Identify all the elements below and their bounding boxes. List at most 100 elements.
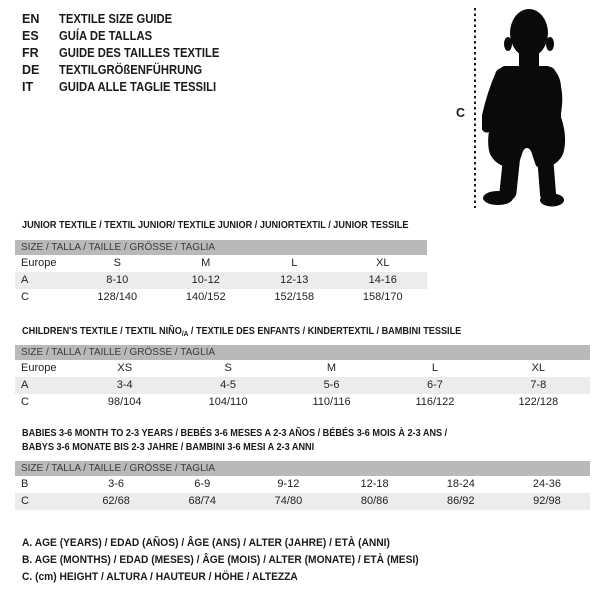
size-cell: 104/110 xyxy=(208,396,248,408)
children-size-table: SIZE / TALLA / TAILLE / GRÖSSE / TAGLIA … xyxy=(15,345,590,411)
language-row-it: IT GUIDA ALLE TAGLIE TESSILI xyxy=(22,79,237,96)
size-cell: 4-5 xyxy=(220,379,237,391)
size-cell: 10-12 xyxy=(191,274,220,286)
language-code: FR xyxy=(22,46,39,60)
size-cell: L xyxy=(291,257,298,269)
size-cell: S xyxy=(113,257,121,269)
junior-size-table: SIZE / TALLA / TAILLE / GRÖSSE / TAGLIA … xyxy=(15,240,427,306)
junior-table-title-text: JUNIOR TEXTILE / TEXTIL JUNIOR/ TEXTILE … xyxy=(22,219,409,231)
size-cell: 122/128 xyxy=(518,396,559,408)
size-cell: 92/98 xyxy=(533,495,561,507)
row-label: B xyxy=(21,478,29,490)
size-cell: 3-4 xyxy=(116,379,133,391)
language-code: ES xyxy=(22,29,39,43)
language-code: IT xyxy=(22,80,34,94)
footnote-b: B. AGE (MONTHS) / EDAD (MESES) / ÂGE (MO… xyxy=(22,552,449,569)
size-cell: 152/158 xyxy=(274,291,315,303)
size-cell: XL xyxy=(376,257,390,269)
row-label: C xyxy=(21,291,29,303)
footnote-text: B. AGE (MONTHS) / EDAD (MESES) / ÂGE (MO… xyxy=(22,554,419,566)
size-band-text: SIZE / TALLA / TAILLE / GRÖSSE / TAGLIA xyxy=(21,462,216,474)
size-cell: 98/104 xyxy=(107,396,142,408)
size-band-header: SIZE / TALLA / TAILLE / GRÖSSE / TAGLIA xyxy=(15,345,590,360)
table-row-age: A 3-4 4-5 5-6 6-7 7-8 xyxy=(15,377,590,394)
size-cell: 80/86 xyxy=(360,495,389,507)
size-cell: 140/152 xyxy=(185,291,226,303)
size-cell: 6-7 xyxy=(426,379,443,391)
footnote-text: A. AGE (YEARS) / EDAD (AÑOS) / ÂGE (ANS)… xyxy=(22,537,390,549)
size-cell: 24-36 xyxy=(532,478,562,490)
size-cell: 116/122 xyxy=(415,396,455,408)
table-row-height: C 62/68 68/74 74/80 80/86 86/92 92/98 xyxy=(15,493,590,510)
row-label: A xyxy=(21,274,29,286)
title-subscript: /A xyxy=(181,329,189,338)
babies-size-table: SIZE / TALLA / TAILLE / GRÖSSE / TAGLIA … xyxy=(15,461,590,510)
size-cell: 8-10 xyxy=(106,274,129,286)
size-cell: L xyxy=(431,362,438,374)
language-label: GUÍA DE TALLAS xyxy=(59,29,153,43)
size-cell: 14-16 xyxy=(368,274,397,286)
language-code: EN xyxy=(22,12,40,26)
size-cell: XS xyxy=(117,362,133,374)
table-row-europe: Europe S M L XL xyxy=(15,255,427,272)
size-cell: 3-6 xyxy=(108,478,125,490)
size-cell: 5-6 xyxy=(323,379,340,391)
row-label: A xyxy=(21,379,29,391)
table-row-height: C 98/104 104/110 110/116 116/122 122/128 xyxy=(15,394,590,411)
size-cell: 158/170 xyxy=(362,291,403,303)
children-table-title-text: CHILDREN'S TEXTILE / TEXTIL NIÑO/A / TEX… xyxy=(22,324,461,341)
size-cell: 68/74 xyxy=(188,495,217,507)
size-band-header: SIZE / TALLA / TAILLE / GRÖSSE / TAGLIA xyxy=(15,240,427,255)
size-cell: 7-8 xyxy=(530,379,547,391)
language-row-fr: FR GUIDE DES TAILLES TEXTILE xyxy=(22,45,237,62)
height-measure-label: C xyxy=(456,106,466,120)
language-label: TEXTILGRÖßENFÜHRUNG xyxy=(59,63,203,77)
babies-table-title: BABIES 3-6 MONTH TO 2-3 YEARS / BEBÉS 3-… xyxy=(22,426,511,454)
size-cell: 6-9 xyxy=(194,478,211,490)
height-measure-dashed-line xyxy=(474,8,476,208)
size-cell: 9-12 xyxy=(277,478,300,490)
junior-table-title: JUNIOR TEXTILE / TEXTIL JUNIOR/ TEXTILE … xyxy=(22,218,466,232)
table-row-age: A 8-10 10-12 12-13 14-16 xyxy=(15,272,427,289)
size-band-header: SIZE / TALLA / TAILLE / GRÖSSE / TAGLIA xyxy=(15,461,590,476)
table-row-height: C 128/140 140/152 152/158 158/170 xyxy=(15,289,427,306)
size-band-text: SIZE / TALLA / TAILLE / GRÖSSE / TAGLIA xyxy=(21,241,216,253)
size-cell: 86/92 xyxy=(447,495,475,507)
size-cell: 74/80 xyxy=(274,495,303,507)
language-label: TEXTILE SIZE GUIDE xyxy=(59,12,173,26)
language-code: DE xyxy=(22,63,40,77)
babies-title-line1: BABIES 3-6 MONTH TO 2-3 YEARS / BEBÉS 3-… xyxy=(22,427,448,439)
size-cell: M xyxy=(326,362,337,374)
table-row-months: B 3-6 6-9 9-12 12-18 18-24 24-36 xyxy=(15,476,590,493)
row-label: C xyxy=(21,396,29,408)
title-part: CHILDREN'S TEXTILE / TEXTIL NIÑO xyxy=(22,325,182,337)
table-row-europe: Europe XS S M L XL xyxy=(15,360,590,377)
size-cell: M xyxy=(201,257,211,269)
size-cell: 18-24 xyxy=(446,478,475,490)
row-label: Europe xyxy=(21,257,57,269)
language-label: GUIDA ALLE TAGLIE TESSILI xyxy=(59,80,217,94)
size-cell: 110/116 xyxy=(312,396,351,408)
row-label: Europe xyxy=(21,362,57,374)
footnote-a: A. AGE (YEARS) / EDAD (AÑOS) / ÂGE (ANS)… xyxy=(22,535,449,552)
row-label: C xyxy=(21,495,29,507)
size-cell: 12-18 xyxy=(360,478,389,490)
toddler-silhouette-icon xyxy=(482,9,566,207)
language-title-block: EN TEXTILE SIZE GUIDE ES GUÍA DE TALLAS … xyxy=(22,11,237,96)
children-table-title: CHILDREN'S TEXTILE / TEXTIL NIÑO/A / TEX… xyxy=(22,324,527,341)
footnote-legend: A. AGE (YEARS) / EDAD (AÑOS) / ÂGE (ANS)… xyxy=(22,535,449,586)
language-row-en: EN TEXTILE SIZE GUIDE xyxy=(22,11,237,28)
babies-title-line2: BABYS 3-6 MONATE BIS 2-3 JAHRE / BAMBINI… xyxy=(22,441,315,453)
size-cell: S xyxy=(224,362,232,374)
language-label: GUIDE DES TAILLES TEXTILE xyxy=(59,46,220,60)
language-row-es: ES GUÍA DE TALLAS xyxy=(22,28,237,45)
footnote-c: C. (cm) HEIGHT / ALTURA / HAUTEUR / HÖHE… xyxy=(22,569,449,586)
size-cell: XL xyxy=(531,362,546,374)
size-cell: 62/68 xyxy=(102,495,130,507)
footnote-text: C. (cm) HEIGHT / ALTURA / HAUTEUR / HÖHE… xyxy=(22,571,298,583)
size-cell: 128/140 xyxy=(97,291,138,303)
size-band-text: SIZE / TALLA / TAILLE / GRÖSSE / TAGLIA xyxy=(21,346,216,358)
title-part: / TEXTILE DES ENFANTS / KINDERTEXTIL / B… xyxy=(188,325,462,337)
size-cell: 12-13 xyxy=(280,274,309,286)
